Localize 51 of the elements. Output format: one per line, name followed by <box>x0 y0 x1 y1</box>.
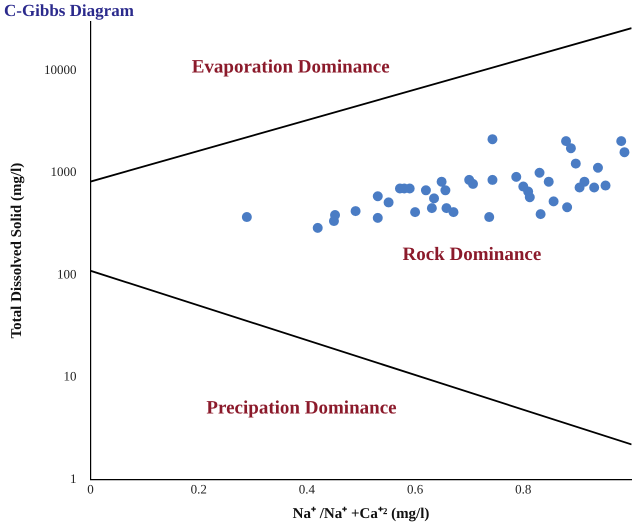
point <box>384 197 394 208</box>
point <box>570 158 581 169</box>
chart-title: C-Gibbs Diagram <box>4 0 134 20</box>
y-tick-label: 1000 <box>50 164 76 180</box>
point <box>579 176 590 187</box>
x-tick-label: 0.2 <box>190 482 207 497</box>
annotation: Evaporation Dominance <box>192 56 390 78</box>
point <box>536 209 546 220</box>
point <box>436 176 447 187</box>
point <box>534 168 545 178</box>
point <box>589 182 600 192</box>
y-tick-label: 10000 <box>44 62 76 77</box>
x-tick-label: 0 <box>87 482 94 497</box>
point <box>524 192 535 202</box>
point <box>330 210 340 220</box>
point <box>441 203 452 214</box>
x-tick-label: 0.4 <box>298 482 316 497</box>
point <box>410 207 420 218</box>
point <box>566 143 576 154</box>
point <box>548 196 559 206</box>
point <box>440 185 450 196</box>
y-tick-label: 10 <box>64 368 76 384</box>
point <box>592 162 603 173</box>
x-axis-title: Na⁺ /Na⁺ +Ca⁺² (mg/l) <box>292 506 430 522</box>
point <box>350 206 361 216</box>
point <box>312 222 323 233</box>
point <box>484 212 494 222</box>
x-tick-label: 0.6 <box>406 482 424 497</box>
point <box>448 207 459 218</box>
point <box>420 185 431 196</box>
x-tick-label: 0.8 <box>515 482 532 497</box>
point <box>372 191 383 202</box>
point <box>487 174 498 185</box>
point <box>561 136 572 146</box>
point <box>616 136 626 146</box>
y-tick-label: 1 <box>70 470 76 486</box>
point <box>426 203 437 214</box>
point <box>372 212 383 223</box>
point <box>511 172 522 182</box>
y-tick-label: 100 <box>57 266 76 282</box>
point <box>544 176 554 187</box>
point <box>429 193 440 204</box>
annotation: Precipation Dominance <box>206 397 397 418</box>
point <box>468 178 478 189</box>
annotation: Rock Dominance <box>402 244 542 266</box>
point <box>487 134 498 144</box>
point <box>619 147 630 158</box>
point <box>562 202 572 212</box>
y-axis-title: Total Dissolved Solid (mg/l) <box>8 162 25 338</box>
point <box>600 180 611 191</box>
point <box>242 212 252 222</box>
